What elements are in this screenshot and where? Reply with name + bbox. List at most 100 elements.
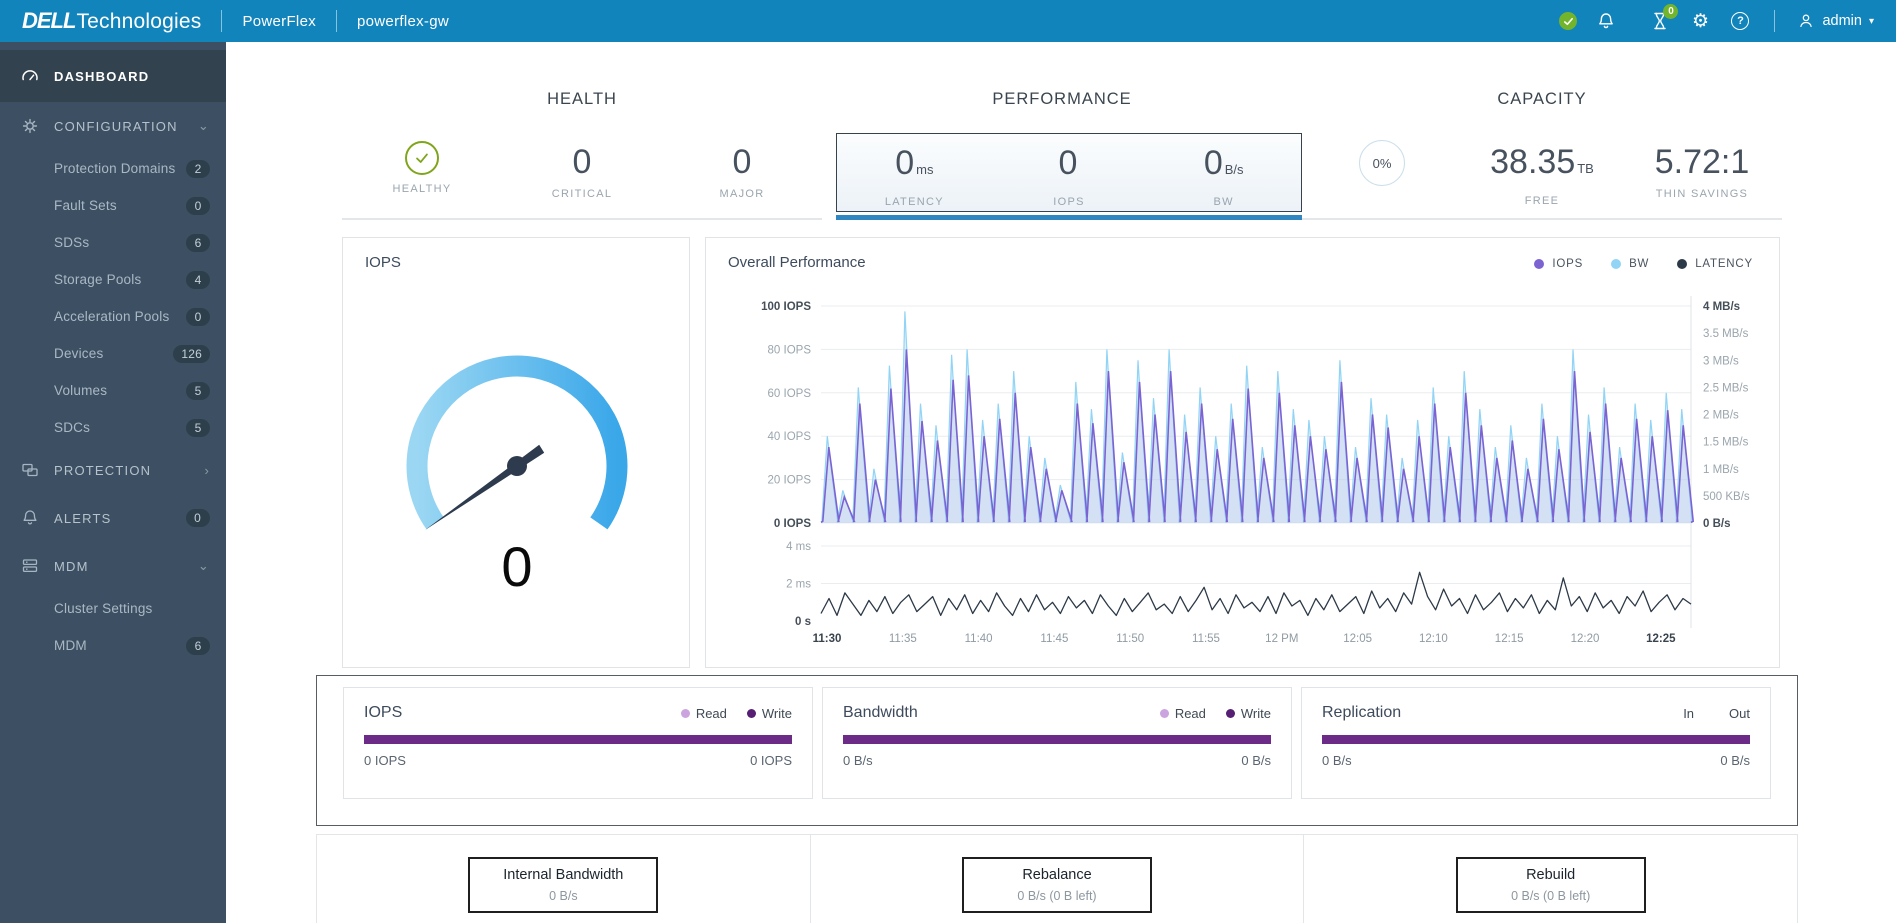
svg-text:3.5 MB/s: 3.5 MB/s (1703, 328, 1749, 340)
system-health-check-icon[interactable] (1558, 9, 1578, 33)
right-value: 0 IOPS (750, 753, 792, 768)
right-value: 0 B/s (1241, 753, 1271, 768)
metric-value: 0 ms (895, 144, 934, 182)
active-tab-indicator (836, 215, 1302, 220)
sidebar-item-cluster-settings[interactable]: Cluster Settings (0, 590, 226, 627)
metric-label: MAJOR (719, 188, 765, 200)
metric-latency: 0 ms LATENCY (837, 134, 992, 211)
metric-value: 0 B/s (1203, 144, 1244, 182)
sidebar-item-mdm-sub[interactable]: MDM 6 (0, 627, 226, 664)
legend-item-latency[interactable]: LATENCY (1677, 258, 1753, 270)
help-icon[interactable]: ? (1728, 9, 1752, 33)
svg-text:80 IOPS: 80 IOPS (768, 344, 812, 356)
svg-text:12:20: 12:20 (1571, 633, 1600, 645)
write-dot-icon (746, 708, 756, 718)
sidebar-item-label: SDCs (54, 420, 91, 435)
sidebar-item-protection[interactable]: PROTECTION › (0, 446, 226, 494)
capacity-title: CAPACITY (1497, 90, 1587, 108)
green-check-icon (1559, 12, 1578, 30)
settings-gear-icon[interactable]: ⚙ (1691, 10, 1709, 32)
footer-cell: Internal Bandwidth 0 B/s (317, 835, 810, 923)
jobs-hourglass-icon[interactable]: 0 (1648, 4, 1679, 33)
gauge-value: 0 (501, 535, 532, 598)
metric-value: 0 (732, 143, 752, 181)
chevron-down-icon: ▾ (1868, 15, 1874, 27)
metric-label: THIN SAVINGS (1655, 188, 1749, 200)
write-dot-icon (1225, 708, 1235, 718)
internal-bandwidth-button[interactable]: Internal Bandwidth 0 B/s (468, 857, 659, 913)
metric-iops: 0 IOPS (992, 134, 1147, 211)
sidebar-item-dashboard[interactable]: DASHBOARD (0, 50, 226, 102)
topbar-actions: 0 ⚙ ? admin ▾ (1558, 4, 1874, 33)
capacity-metrics[interactable]: 0% 38.35 TB FREE 5.72:1 THIN SAVINGS (1302, 133, 1782, 212)
legend-item-write: Write (1225, 706, 1271, 721)
sidebar-item-label: Protection Domains (54, 161, 176, 176)
legend-item-iops[interactable]: IOPS (1534, 258, 1583, 270)
legend-item-in: In (1668, 706, 1694, 721)
svg-text:100 IOPS: 100 IOPS (761, 301, 811, 313)
legend-item-write: Write (746, 706, 792, 721)
server-stack-icon (22, 559, 38, 573)
card-legend: Read Write (680, 706, 792, 721)
count-badge: 5 (186, 381, 210, 400)
rebuild-button[interactable]: Rebuild 0 B/s (0 B left) (1455, 857, 1646, 913)
performance-section: PERFORMANCE 0 ms LATENCY 0 IOPS 0 B/s BW (822, 42, 1302, 220)
metric-used-percent: 0% (1302, 133, 1462, 212)
sidebar-item-protection-domains[interactable]: Protection Domains 2 (0, 150, 226, 187)
stat-title: Rebuild (1526, 867, 1576, 883)
sidebar-item-label: Acceleration Pools (54, 309, 170, 324)
health-metrics[interactable]: HEALTHY 0 CRITICAL 0 MAJOR (342, 133, 822, 212)
metric-thin-savings: 5.72:1 THIN SAVINGS (1622, 133, 1782, 212)
legend-item-bw[interactable]: BW (1611, 258, 1649, 270)
gauge-hub (507, 456, 527, 476)
capacity-percent-ring: 0% (1359, 140, 1405, 186)
user-menu[interactable]: admin ▾ (1797, 12, 1874, 30)
sidebar-item-label: DASHBOARD (54, 68, 150, 84)
count-badge: 2 (186, 159, 210, 178)
left-value: 0 B/s (1322, 753, 1352, 768)
sidebar-item-configuration[interactable]: CONFIGURATION ⌄ (0, 102, 226, 150)
svg-text:60 IOPS: 60 IOPS (768, 388, 812, 400)
stat-value: 0 B/s (0 B left) (1511, 889, 1591, 903)
user-icon (1800, 14, 1813, 28)
gauge-card-title: IOPS (365, 254, 401, 271)
sidebar-item-sdcs[interactable]: SDCs 5 (0, 409, 226, 446)
gauge-needle (425, 444, 545, 530)
dashboard-main: HEALTH HEALTHY 0 CRITICAL 0 MAJOR (226, 42, 1896, 923)
sidebar-item-fault-sets[interactable]: Fault Sets 0 (0, 187, 226, 224)
bandwidth-breakdown-card: Bandwidth Read Write 0 B/s 0 B/s (822, 687, 1292, 799)
svg-text:1.5 MB/s: 1.5 MB/s (1703, 437, 1749, 449)
metric-bw: 0 B/s BW (1146, 134, 1301, 211)
count-badge: 126 (173, 344, 210, 363)
healthy-check-icon (405, 141, 439, 175)
count-badge: 0 (186, 509, 210, 527)
sidebar-item-acceleration-pools[interactable]: Acceleration Pools 0 (0, 298, 226, 335)
dell-logo[interactable]: DELL Technologies (22, 8, 201, 34)
stat-title: Rebalance (1022, 867, 1092, 883)
health-section: HEALTH HEALTHY 0 CRITICAL 0 MAJOR (342, 42, 822, 220)
read-dot-icon (1159, 708, 1169, 718)
sidebar-item-alerts[interactable]: ALERTS 0 (0, 494, 226, 542)
svg-text:12:10: 12:10 (1419, 633, 1448, 645)
left-value: 0 IOPS (364, 753, 406, 768)
rebalance-button[interactable]: Rebalance 0 B/s (0 B left) (962, 857, 1152, 913)
user-name: admin (1822, 13, 1862, 29)
notifications-bell-icon[interactable] (1594, 9, 1618, 33)
footer-cell: Rebuild 0 B/s (0 B left) (1303, 835, 1797, 923)
legend-item-out: Out (1714, 706, 1750, 721)
iops-gauge: 0 (406, 355, 628, 598)
svg-text:2 ms: 2 ms (786, 579, 811, 591)
sidebar-item-storage-pools[interactable]: Storage Pools 4 (0, 261, 226, 298)
footer-stats-panel: Internal Bandwidth 0 B/s Rebalance 0 B/s… (316, 834, 1798, 923)
performance-title: PERFORMANCE (992, 90, 1132, 108)
sidebar-item-sdss[interactable]: SDSs 6 (0, 224, 226, 261)
sidebar-item-volumes[interactable]: Volumes 5 (0, 372, 226, 409)
sidebar-item-devices[interactable]: Devices 126 (0, 335, 226, 372)
chevron-up-icon: ⌄ (197, 558, 210, 573)
legend-item-read: Read (680, 706, 727, 721)
product-name[interactable]: PowerFlex (242, 12, 317, 30)
performance-selected-tab[interactable]: 0 ms LATENCY 0 IOPS 0 B/s BW (836, 133, 1302, 212)
sidebar-item-label: SDSs (54, 235, 90, 250)
sidebar-item-mdm[interactable]: MDM ⌄ (0, 542, 226, 590)
svg-text:12:25: 12:25 (1646, 633, 1676, 645)
